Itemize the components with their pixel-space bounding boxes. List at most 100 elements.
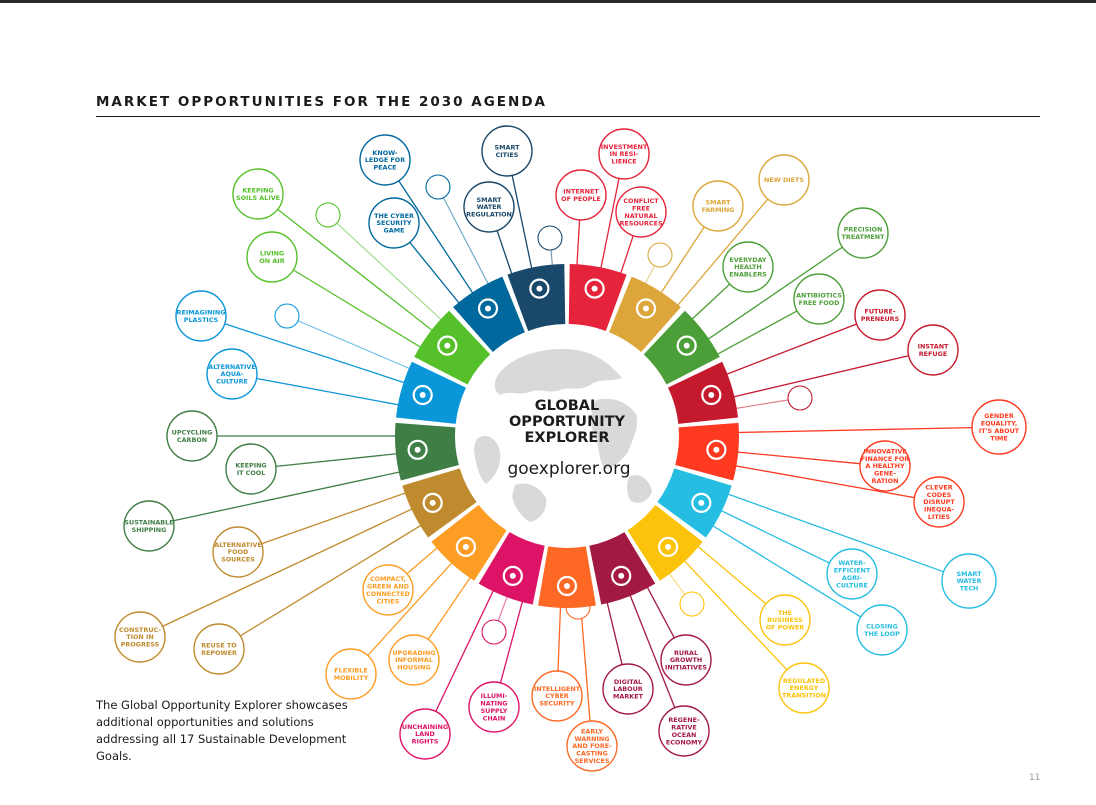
opportunity-label: SECURITY — [539, 700, 575, 708]
sdg-segment-goal-1[interactable] — [568, 264, 627, 331]
connector-line — [599, 178, 620, 275]
sdg-segment-goal-8[interactable] — [589, 532, 656, 605]
opportunity-label: UPCYCLING — [172, 429, 213, 437]
connector-line — [727, 355, 909, 399]
title-rule — [96, 116, 1040, 117]
sdg-segment-goal-10[interactable] — [478, 532, 545, 605]
opportunity-label: SMART — [706, 199, 732, 207]
opportunity-label: PEACE — [373, 164, 396, 172]
opportunity-label: ENERGY — [790, 684, 819, 692]
opportunity-label: REUSE TO — [201, 642, 237, 650]
opportunity-label: CULTURE — [836, 581, 868, 589]
sdg-segment-goal-17[interactable] — [507, 264, 566, 331]
connector-line — [409, 241, 464, 309]
placeholder-circle — [425, 174, 451, 200]
sdg-segment-goal-9[interactable] — [538, 546, 596, 608]
placeholder-line — [336, 222, 447, 325]
opportunity-label: CITIES — [496, 151, 519, 159]
opportunity-label: TECH — [960, 585, 979, 593]
opportunity-label: HOUSING — [397, 664, 431, 672]
sdg-segment-goal-2[interactable] — [609, 276, 681, 353]
placeholder-circle — [274, 303, 300, 329]
connector-line — [715, 507, 830, 564]
opportunity-circle[interactable]: NEW DIETS — [758, 154, 810, 206]
sdg-segment-goal-12[interactable] — [402, 468, 477, 538]
sdg-segment-goal-5[interactable] — [675, 422, 739, 481]
opportunity-label: LABOUR — [613, 685, 643, 693]
opportunity-label: ENABLERS — [729, 271, 767, 279]
sdg-segment-goal-14[interactable] — [396, 361, 466, 424]
opportunity-label: CYBER — [545, 692, 569, 700]
opportunity-circle[interactable]: FUTURE-PRENEURS — [854, 289, 906, 341]
sdg-segment-goal-15[interactable] — [414, 310, 491, 385]
top-rule — [0, 0, 1096, 3]
sdg-segment-goal-4[interactable] — [668, 361, 738, 424]
opportunity-label: LAND — [415, 730, 435, 738]
sdg-segment-goal-16[interactable] — [453, 276, 525, 353]
world-map-icon — [474, 349, 652, 522]
opportunity-label: AQUA- — [221, 370, 244, 378]
opportunity-label: RATIVE — [671, 724, 696, 732]
sdg-segment-goal-6[interactable] — [657, 468, 732, 538]
placeholder-line — [729, 399, 789, 410]
goal-ring — [395, 264, 739, 608]
connector-line — [367, 557, 457, 656]
sdg-segment-goal-13[interactable] — [395, 422, 459, 481]
connector-line — [692, 541, 767, 605]
opportunity-label: KNOW- — [372, 149, 397, 157]
opportunity-label: UPGRADING — [392, 649, 435, 657]
connector-line — [224, 323, 411, 386]
opportunity-label: DIGITAL — [614, 678, 642, 686]
partnership-rings-icon — [529, 278, 550, 299]
hub-title-line-2: OPPORTUNITY — [509, 414, 626, 430]
connector-line — [627, 589, 676, 709]
hub-url[interactable]: goexplorer.org — [507, 459, 630, 479]
sdg-segment-goal-11[interactable] — [431, 504, 507, 581]
opportunity-label: KEEPING — [235, 462, 266, 470]
sdg-segment-goal-3[interactable] — [643, 310, 720, 385]
growth-chart-icon — [611, 565, 632, 587]
sdg-segment-goal-7[interactable] — [627, 504, 703, 581]
placeholder-circle — [481, 619, 507, 645]
